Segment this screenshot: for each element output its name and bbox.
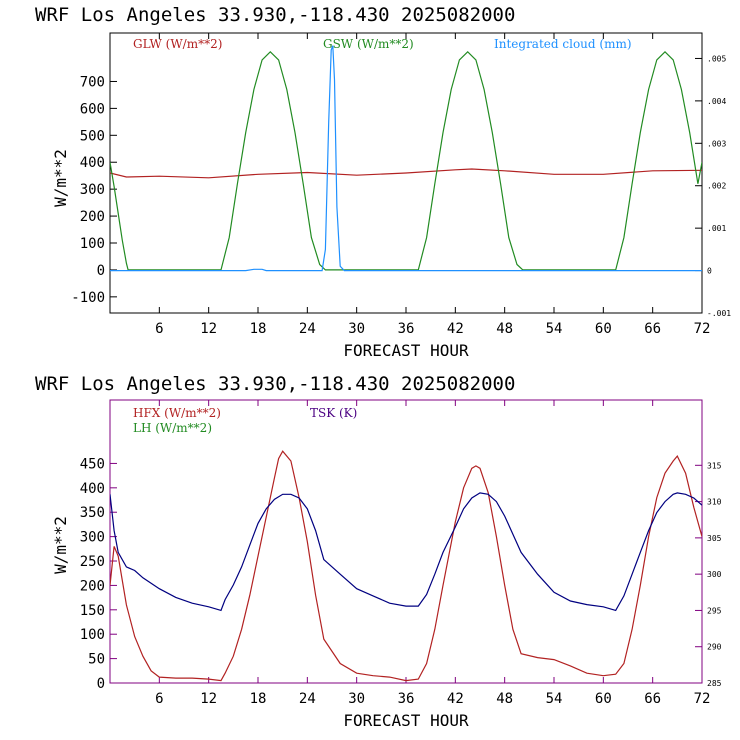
p1-ytick-label: 700: [80, 74, 105, 90]
p2-y2tick-label: 315: [707, 461, 722, 470]
p2-xtick-label: 18: [250, 691, 267, 707]
p2-xtick-label: 54: [546, 691, 563, 707]
p1-xtick-label: 48: [496, 321, 513, 337]
p1-ytick-label: 400: [80, 155, 105, 171]
p2-ytick-label: 250: [80, 554, 105, 570]
p1-ytick-label: 200: [80, 209, 105, 225]
p2-ytick-label: 400: [80, 481, 105, 497]
legend-integrated-cloud: Integrated cloud (mm): [494, 37, 632, 51]
p1-ytick-label: 100: [80, 236, 105, 252]
series-line-integrated: [110, 45, 702, 272]
p2-ytick-label: 200: [80, 578, 105, 594]
p1-xtick-label: 66: [644, 321, 661, 337]
p1-xtick-label: 18: [250, 321, 267, 337]
panel2-title: WRF Los Angeles 33.930,-118.430 20250820…: [35, 373, 515, 395]
p2-y2tick-label: 295: [707, 606, 722, 615]
p1-y2tick-label: .001: [707, 224, 726, 233]
p2-y2tick-label: 285: [707, 679, 722, 688]
p1-y2tick-label: .005: [707, 54, 726, 63]
p1-xtick-label: 54: [546, 321, 563, 337]
p1-y2tick-label: .004: [707, 97, 726, 106]
series-line-hfx: [110, 450, 702, 682]
p1-xtick-label: 30: [348, 321, 365, 337]
series-line-glw: [110, 168, 702, 179]
p2-y2tick-label: 290: [707, 643, 722, 652]
p2-xtick-label: 72: [694, 691, 711, 707]
legend-tsk: TSK (K): [310, 406, 357, 420]
legend-gsw: GSW (W/m**2): [323, 37, 414, 51]
p1-xtick-label: 36: [398, 321, 415, 337]
p2-y2tick-label: 300: [707, 570, 722, 579]
p2-xtick-label: 36: [398, 691, 415, 707]
p1-y2tick-label: .003: [707, 139, 726, 148]
panel2-xlabel: FORECAST HOUR: [343, 711, 469, 730]
p1-xtick-label: 12: [200, 321, 217, 337]
surface-flux-panel: WRF Los Angeles 33.930,-118.430 20250820…: [35, 373, 722, 730]
p1-xtick-label: 6: [155, 321, 163, 337]
p2-ytick-label: 100: [80, 627, 105, 643]
p1-xtick-label: 42: [447, 321, 464, 337]
p1-ytick-label: 500: [80, 128, 105, 144]
p2-xtick-label: 66: [644, 691, 661, 707]
p1-y2tick-label: .002: [707, 182, 726, 191]
p1-ytick-label: 600: [80, 101, 105, 117]
p2-ytick-label: 300: [80, 530, 105, 546]
p2-y2tick-label: 310: [707, 498, 722, 507]
p1-xtick-label: 60: [595, 321, 612, 337]
p2-xtick-label: 48: [496, 691, 513, 707]
series-line-gsw: [110, 50, 702, 271]
p2-ytick-label: 450: [80, 456, 105, 472]
p2-xtick-label: 24: [299, 691, 316, 707]
p1-y2tick-label: -.001: [707, 309, 731, 318]
p2-xtick-label: 60: [595, 691, 612, 707]
p2-ytick-label: 0: [97, 676, 105, 692]
p1-ytick-label: 0: [97, 263, 105, 279]
p2-xtick-label: 6: [155, 691, 163, 707]
p1-ytick-label: -100: [71, 290, 105, 306]
radiation-panel: WRF Los Angeles 33.930,-118.430 20250820…: [35, 4, 731, 360]
series-line-tsk: [110, 492, 702, 612]
p2-ytick-label: 350: [80, 505, 105, 521]
p2-xtick-label: 42: [447, 691, 464, 707]
panel1-title: WRF Los Angeles 33.930,-118.430 20250820…: [35, 4, 515, 26]
p1-xtick-label: 24: [299, 321, 316, 337]
legend-lh: LH (W/m**2): [133, 421, 212, 435]
panel2-ylabel: W/m**2: [51, 516, 70, 574]
p2-xtick-label: 30: [348, 691, 365, 707]
p1-y2tick-label: 0: [707, 267, 712, 276]
p2-ytick-label: 50: [88, 652, 105, 668]
p2-y2tick-label: 305: [707, 534, 722, 543]
panel1-xlabel: FORECAST HOUR: [343, 341, 469, 360]
legend-hfx: HFX (W/m**2): [133, 406, 221, 420]
p1-ytick-label: 300: [80, 182, 105, 198]
p2-xtick-label: 12: [200, 691, 217, 707]
legend-glw: GLW (W/m**2): [133, 37, 222, 51]
panel2-plot-frame: [109, 399, 703, 684]
panel1-ylabel: W/m**2: [51, 149, 70, 207]
p1-xtick-label: 72: [694, 321, 711, 337]
p2-ytick-label: 150: [80, 603, 105, 619]
